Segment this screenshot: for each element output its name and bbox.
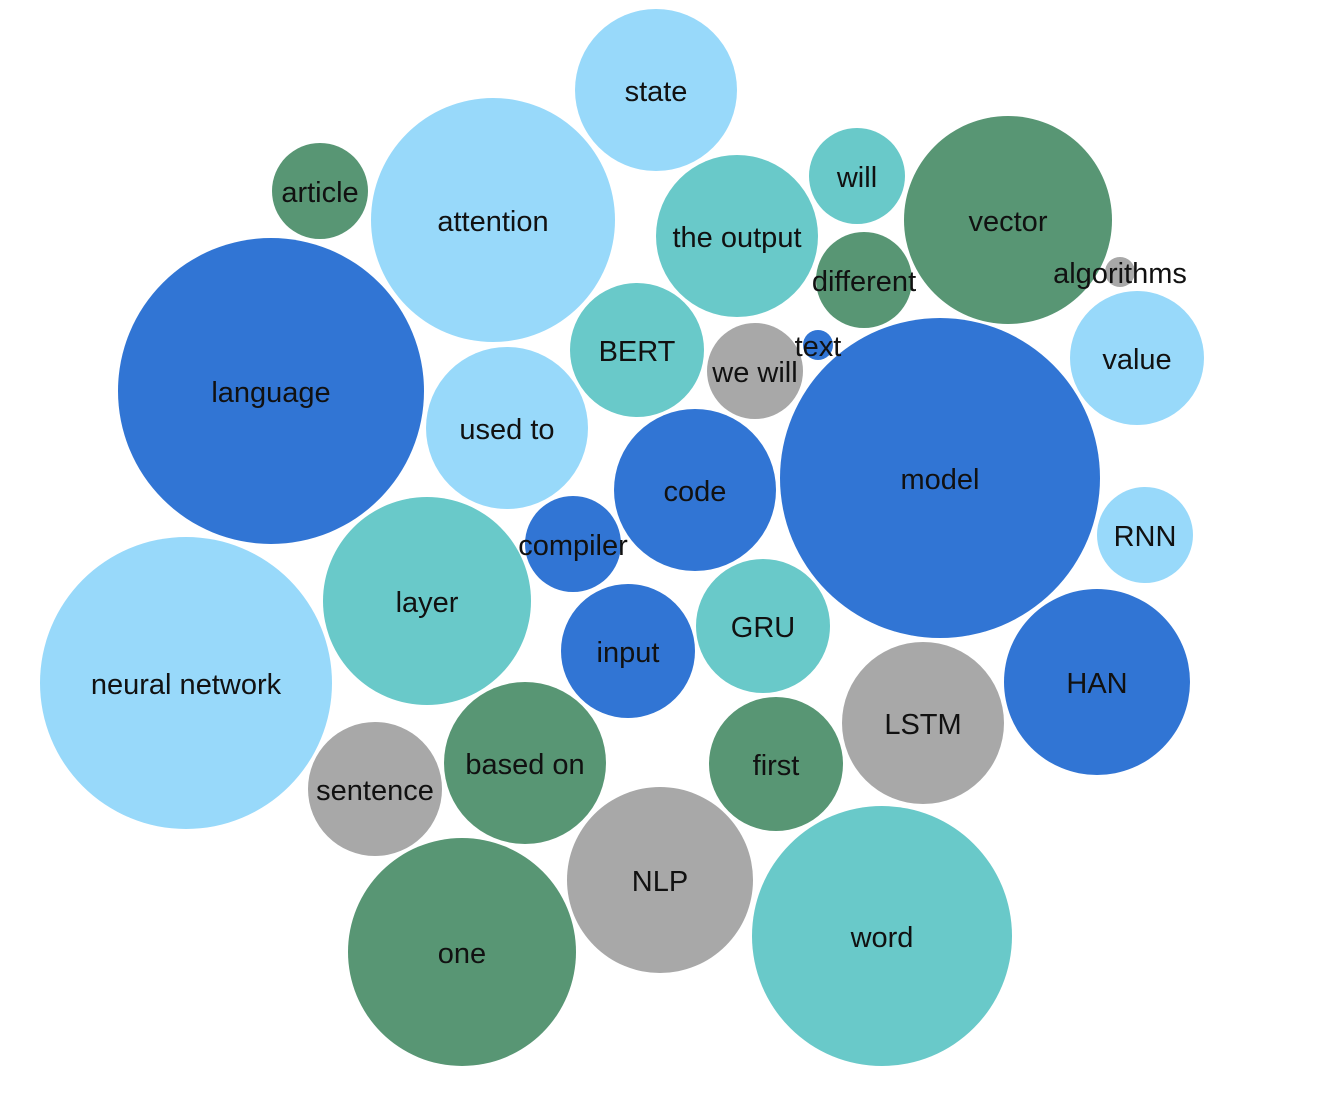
bubble-bert — [570, 283, 704, 417]
bubble-label-state: state — [625, 76, 688, 108]
bubble-label-we-will: we will — [711, 357, 797, 389]
bubble-label-text: text — [795, 331, 842, 363]
bubble-the-output — [656, 155, 818, 317]
bubble-label-used-to: used to — [459, 414, 554, 446]
bubble-label-different: different — [812, 266, 916, 298]
bubble-label-gru: GRU — [731, 612, 795, 644]
bubble-label-the-output: the output — [673, 222, 802, 254]
bubble-label-algorithms: algorithms — [1053, 258, 1187, 290]
bubble-used-to — [426, 347, 588, 509]
bubble-label-based-on: based on — [465, 749, 584, 781]
bubble-input — [561, 584, 695, 718]
bubble-label-input: input — [597, 637, 660, 669]
bubble-label-will: will — [836, 162, 877, 194]
bubble-label-neural-network: neural network — [91, 669, 282, 701]
bubble-label-lstm: LSTM — [884, 709, 961, 741]
bubble-we-will — [707, 323, 803, 419]
bubble-nlp — [567, 787, 753, 973]
bubble-article — [272, 143, 368, 239]
bubble-label-language: language — [211, 377, 330, 409]
bubble-model — [780, 318, 1100, 638]
bubble-label-model: model — [901, 464, 980, 496]
bubble-neural-network — [40, 537, 332, 829]
bubble-word — [752, 806, 1012, 1066]
bubble-label-article: article — [281, 177, 358, 209]
bubble-language — [118, 238, 424, 544]
bubble-label-nlp: NLP — [632, 866, 688, 898]
bubble-label-rnn: RNN — [1114, 521, 1177, 553]
bubble-layer — [323, 497, 531, 705]
bubble-label-vector: vector — [969, 206, 1048, 238]
bubble-based-on — [444, 682, 606, 844]
bubble-label-han: HAN — [1066, 668, 1127, 700]
bubble-label-bert: BERT — [599, 336, 676, 368]
bubble-state — [575, 9, 737, 171]
bubble-attention — [371, 98, 615, 342]
bubble-rnn — [1097, 487, 1193, 583]
bubble-lstm — [842, 642, 1004, 804]
bubble-first — [709, 697, 843, 831]
bubble-different — [816, 232, 912, 328]
bubble-label-code: code — [664, 476, 727, 508]
bubble-algorithms — [1105, 257, 1135, 287]
bubble-label-attention: attention — [437, 206, 548, 238]
bubble-sentence — [308, 722, 442, 856]
bubble-will — [809, 128, 905, 224]
bubble-value — [1070, 291, 1204, 425]
bubble-label-compiler: compiler — [518, 530, 628, 562]
bubble-label-first: first — [753, 750, 800, 782]
bubble-han — [1004, 589, 1190, 775]
bubble-label-one: one — [438, 938, 486, 970]
bubble-gru — [696, 559, 830, 693]
bubble-vector — [904, 116, 1112, 324]
bubble-compiler — [525, 496, 621, 592]
bubble-label-value: value — [1102, 344, 1171, 376]
bubble-label-sentence: sentence — [316, 775, 434, 807]
bubble-one — [348, 838, 576, 1066]
bubble-code — [614, 409, 776, 571]
bubble-group: model neural network language word attention… — [40, 9, 1204, 1066]
bubble-label-layer: layer — [396, 587, 459, 619]
bubble-label-word: word — [850, 922, 914, 954]
bubble-text — [803, 330, 833, 360]
